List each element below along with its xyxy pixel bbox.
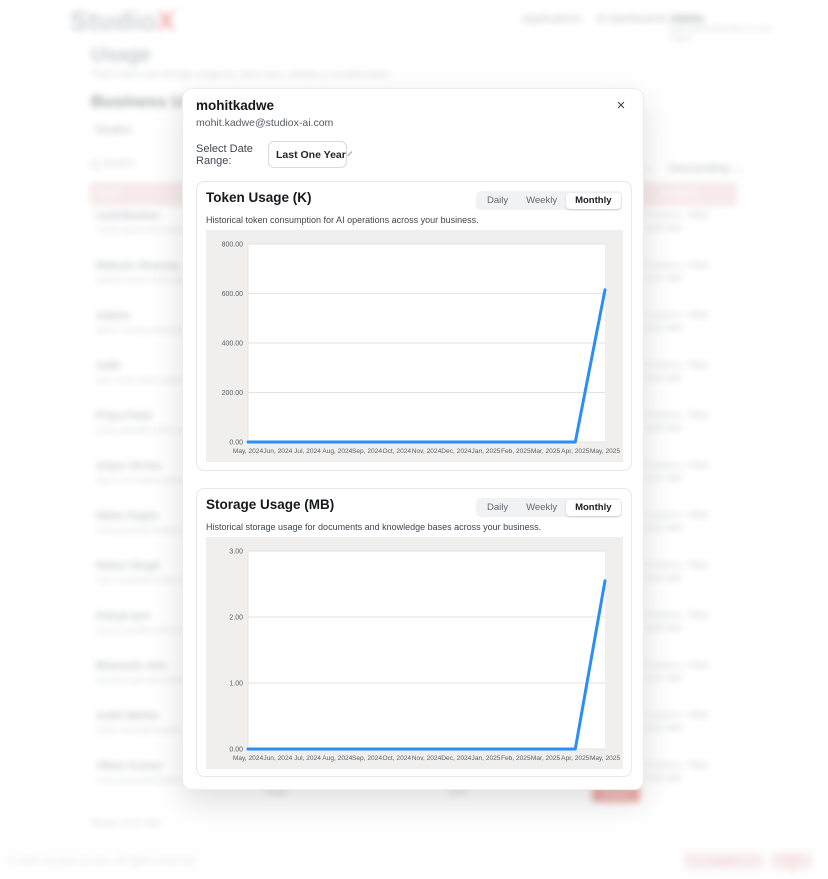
svg-text:Jun, 2024: Jun, 2024: [263, 448, 292, 455]
interval-toggle-group: Daily Weekly Monthly: [476, 191, 622, 210]
toggle-daily[interactable]: Daily: [478, 500, 517, 516]
svg-text:Oct, 2024: Oct, 2024: [383, 448, 412, 455]
svg-text:0.00: 0.00: [229, 747, 243, 754]
chevron-down-icon: [347, 150, 353, 156]
modal-title: mohitkadwe: [196, 98, 275, 113]
svg-text:200.00: 200.00: [222, 390, 244, 397]
svg-text:May, 2024: May, 2024: [233, 448, 264, 455]
svg-text:3.00: 3.00: [229, 549, 243, 556]
modal-user-email: mohit.kadwe@studiox-ai.com: [196, 117, 334, 129]
svg-text:Dec, 2024: Dec, 2024: [441, 448, 471, 455]
date-range-value: Last One Year: [276, 148, 346, 161]
toggle-weekly[interactable]: Weekly: [517, 193, 566, 209]
svg-text:Jan, 2025: Jan, 2025: [472, 448, 501, 455]
chart-subtitle: Historical token consumption for AI oper…: [206, 215, 479, 225]
svg-text:Jul, 2024: Jul, 2024: [294, 755, 321, 762]
date-range-label: Select Date Range:: [196, 142, 253, 167]
date-range-row: Select Date Range: Last One Year: [196, 141, 353, 168]
svg-text:Jan, 2025: Jan, 2025: [472, 755, 501, 762]
svg-text:Aug, 2024: Aug, 2024: [322, 448, 352, 455]
svg-text:Nov, 2024: Nov, 2024: [412, 755, 442, 762]
svg-text:Sep, 2024: Sep, 2024: [352, 448, 382, 455]
svg-text:Feb, 2025: Feb, 2025: [501, 448, 531, 455]
user-usage-modal: mohitkadwe mohit.kadwe@studiox-ai.com × …: [182, 88, 644, 790]
svg-text:Mar, 2025: Mar, 2025: [531, 448, 561, 455]
svg-text:800.00: 800.00: [222, 242, 244, 249]
interval-toggle-group: Daily Weekly Monthly: [476, 498, 622, 517]
toggle-monthly[interactable]: Monthly: [566, 499, 621, 516]
svg-text:0.00: 0.00: [229, 440, 243, 447]
svg-text:600.00: 600.00: [222, 291, 244, 298]
svg-text:Aug, 2024: Aug, 2024: [322, 755, 352, 762]
svg-text:May, 2024: May, 2024: [233, 755, 264, 762]
chart-title: Storage Usage (MB): [206, 497, 335, 512]
close-icon[interactable]: ×: [611, 96, 631, 116]
svg-text:Mar, 2025: Mar, 2025: [531, 755, 561, 762]
toggle-daily[interactable]: Daily: [478, 193, 517, 209]
svg-text:Apr, 2025: Apr, 2025: [561, 755, 590, 762]
toggle-weekly[interactable]: Weekly: [517, 500, 566, 516]
svg-text:Feb, 2025: Feb, 2025: [501, 755, 531, 762]
svg-text:Jul, 2024: Jul, 2024: [294, 448, 321, 455]
token-usage-chart: 0.00 200.00 400.00 600.00 800.00 May, 2024 Jun…: [206, 230, 623, 462]
chart-subtitle: Historical storage usage for documents a…: [206, 522, 542, 532]
svg-text:1.00: 1.00: [229, 681, 243, 688]
svg-text:Sep, 2024: Sep, 2024: [352, 755, 382, 762]
svg-text:May, 2025: May, 2025: [590, 755, 621, 762]
svg-text:Dec, 2024: Dec, 2024: [441, 755, 471, 762]
svg-text:Nov, 2024: Nov, 2024: [412, 448, 442, 455]
storage-usage-chart: 0.00 1.00 2.00 3.00 May, 2024 Jun, 2024 Jul, 2…: [206, 537, 623, 769]
token-usage-card: Token Usage (K) Daily Weekly Monthly Histo…: [196, 181, 632, 471]
svg-text:Apr, 2025: Apr, 2025: [561, 448, 590, 455]
chart-title: Token Usage (K): [206, 190, 312, 205]
svg-text:Jun, 2024: Jun, 2024: [263, 755, 292, 762]
svg-text:400.00: 400.00: [222, 341, 244, 348]
date-range-select[interactable]: Last One Year: [268, 141, 353, 168]
svg-text:Oct, 2024: Oct, 2024: [383, 755, 412, 762]
svg-text:2.00: 2.00: [229, 615, 243, 622]
toggle-monthly[interactable]: Monthly: [566, 192, 621, 209]
storage-usage-card: Storage Usage (MB) Daily Weekly Monthly Hi…: [196, 488, 632, 777]
svg-text:May, 2025: May, 2025: [590, 448, 621, 455]
